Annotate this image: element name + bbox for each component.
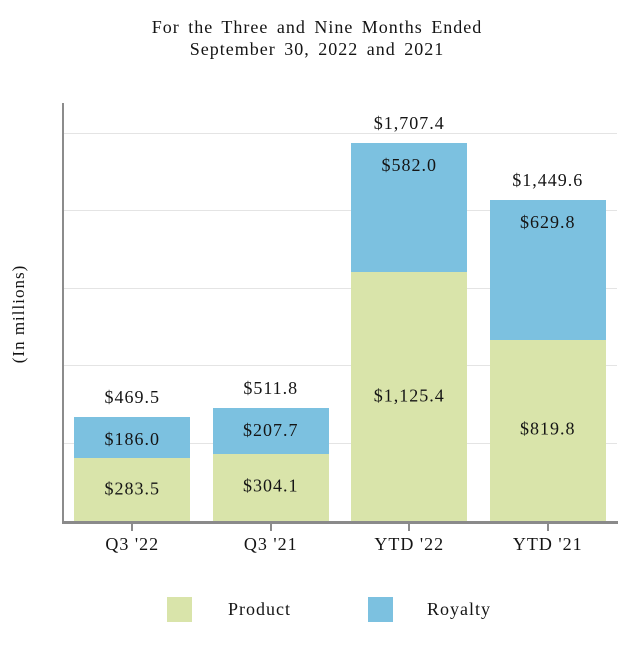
- gridline: [63, 442, 617, 444]
- bar-segment-product: $283.5: [74, 458, 191, 521]
- legend-label-product: Product: [228, 599, 291, 619]
- royalty-value-label: $186.0: [104, 429, 160, 450]
- y-axis-line: [62, 103, 64, 523]
- x-axis-line: [62, 521, 618, 524]
- x-axis-category-label: YTD '22: [374, 534, 445, 554]
- legend-swatch-product: [167, 597, 192, 622]
- product-value-label: $1,125.4: [373, 384, 445, 405]
- x-axis-tick: [269, 524, 272, 531]
- bar-segment-product: $819.8: [489, 339, 606, 521]
- x-axis-category-label: Q3 '22: [105, 534, 160, 554]
- gridline: [63, 365, 617, 367]
- bar-segment-royalty: $186.0: [74, 417, 191, 459]
- total-value-label: $511.8: [243, 377, 299, 398]
- product-value-label: $819.8: [520, 418, 576, 439]
- y-axis-label: (In millions): [9, 264, 28, 364]
- x-axis-category-label: Q3 '21: [243, 534, 298, 554]
- plot-area: $283.5 $186.0 $469.5 Q3 '22 $304.1 $207.7 $511…: [62, 103, 618, 554]
- x-axis-tick: [408, 524, 411, 531]
- bar-segment-royalty: $207.7: [212, 407, 329, 454]
- legend-label-royalty: Royalty: [427, 599, 491, 619]
- bar-segment-product: $1,125.4: [351, 272, 468, 521]
- x-axis-tick: [131, 524, 134, 531]
- gridline: [63, 210, 617, 212]
- legend-swatch-royalty: [368, 597, 393, 622]
- chart-title-line1: For the Three and Nine Months Ended: [151, 17, 483, 37]
- bar-segment-product: $304.1: [212, 453, 329, 521]
- chart-title-line2: September 30, 2022 and 2021: [189, 39, 445, 59]
- product-value-label: $283.5: [104, 478, 160, 499]
- total-value-label: $469.5: [104, 387, 160, 408]
- royalty-value-label: $582.0: [381, 155, 437, 176]
- gridline: [63, 287, 617, 289]
- royalty-value-label: $207.7: [243, 419, 299, 440]
- bar-segment-royalty: $629.8: [489, 200, 606, 340]
- royalty-value-label: $629.8: [520, 212, 576, 233]
- x-axis-tick: [546, 524, 549, 531]
- bar-segment-royalty: $582.0: [351, 143, 468, 273]
- total-value-label: $1,449.6: [512, 170, 584, 191]
- gridline: [63, 132, 617, 134]
- x-axis-category-label: YTD '21: [512, 534, 583, 554]
- product-value-label: $304.1: [243, 475, 299, 496]
- total-value-label: $1,707.4: [373, 113, 445, 134]
- chart-title: For the Three and Nine Months Ended Sept…: [0, 16, 634, 60]
